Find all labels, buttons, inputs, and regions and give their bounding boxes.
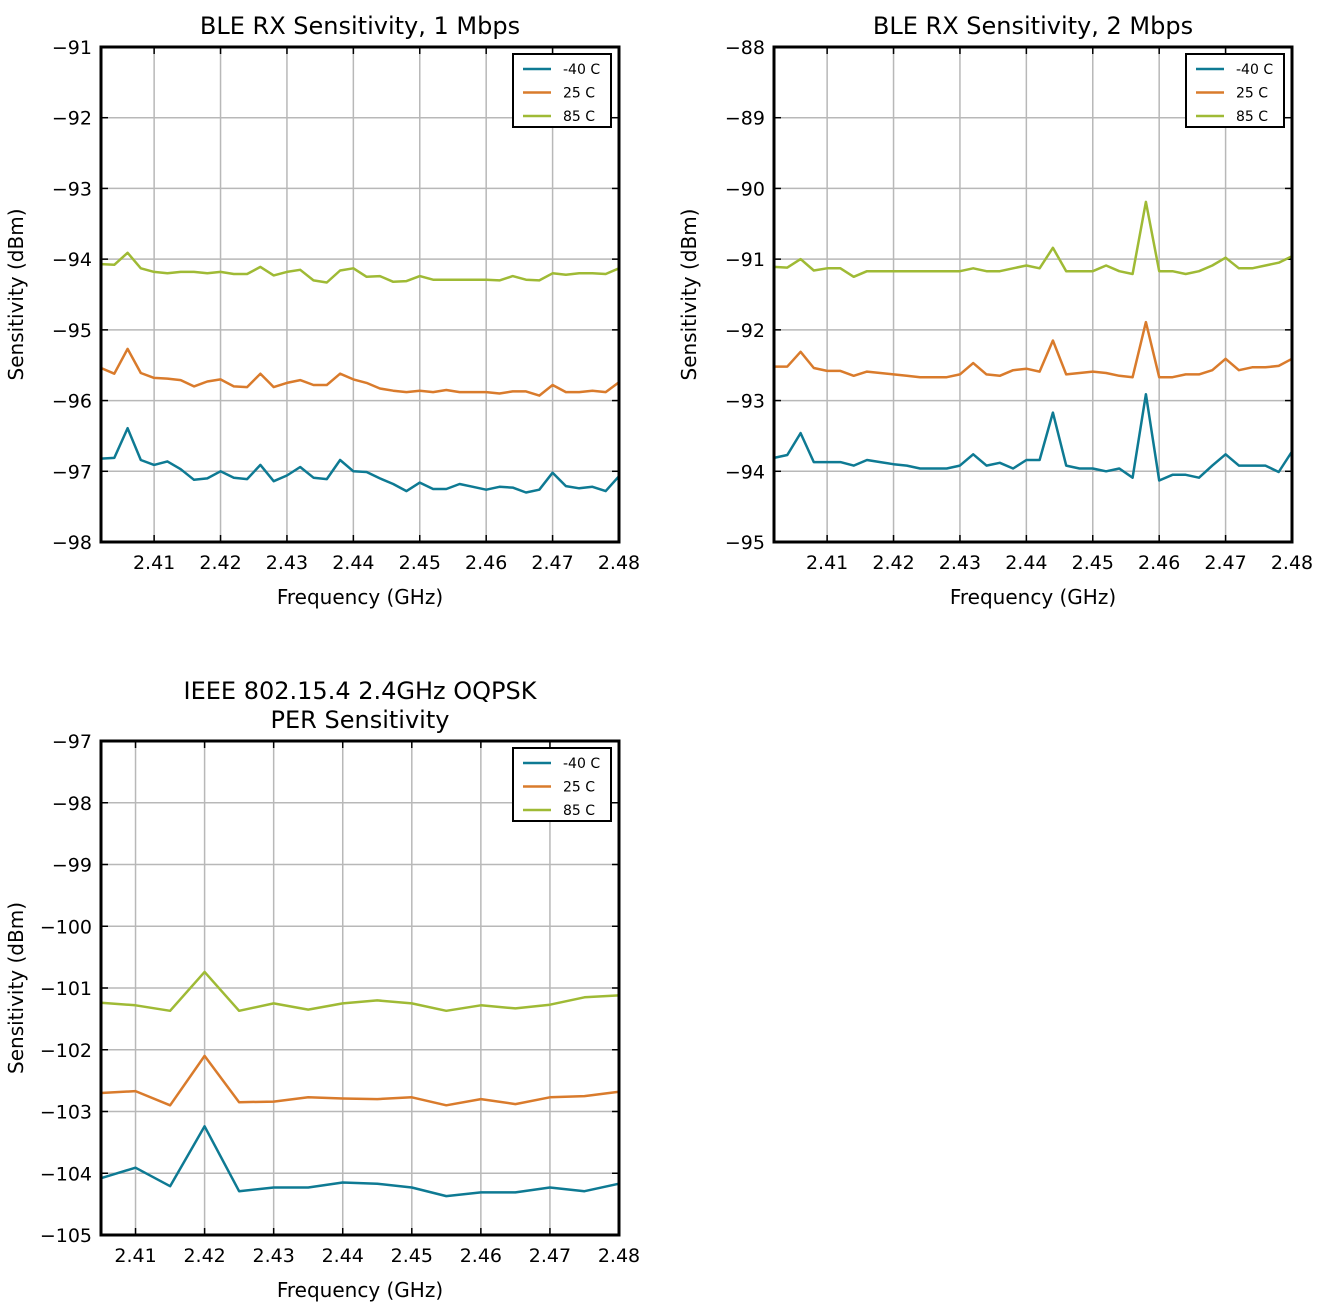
series-line-25C <box>774 320 1293 379</box>
y-tick-label: −88 <box>725 37 765 59</box>
y-tick-label: −98 <box>52 532 92 554</box>
legend: -40 C 25 C 85 C <box>512 747 612 822</box>
legend-label: 85 C <box>563 109 595 125</box>
x-tick-label: 2.45 <box>399 552 441 574</box>
series-line-minus40C <box>773 392 1294 482</box>
x-tick-label: 2.45 <box>1072 552 1114 574</box>
plot-frame <box>99 45 621 544</box>
series-line-85C <box>100 251 620 284</box>
chart-2: 2.41 2.42 2.43 2.44 2.45 2.46 2.47 2.48 −95 −94 −9… <box>677 12 1313 609</box>
x-tick-label: 2.46 <box>1138 552 1180 574</box>
y-tick-label: −93 <box>52 178 92 200</box>
y-tick-label: −97 <box>52 731 92 753</box>
y-tick-label: −103 <box>40 1102 92 1124</box>
x-tick-label: 2.41 <box>806 552 848 574</box>
x-axis-label: Frequency (GHz) <box>277 585 443 609</box>
x-tick-label: 2.48 <box>598 1245 640 1267</box>
y-tick-label: −91 <box>725 249 765 271</box>
y-tick-label: −98 <box>52 793 92 815</box>
chart-3: 2.41 2.42 2.43 2.44 2.45 2.46 2.47 2.48 −105 −104… <box>4 677 640 1302</box>
y-tick-label: −97 <box>52 461 92 483</box>
y-tick-label: −95 <box>725 532 765 554</box>
x-tick-label: 2.46 <box>460 1245 502 1267</box>
legend-label: 85 C <box>1236 109 1268 125</box>
x-tick-label: 2.48 <box>1271 552 1313 574</box>
y-tick-label: −93 <box>725 391 765 413</box>
plot-frame <box>772 45 1294 544</box>
y-axis-label: Sensitivity (dBm) <box>4 902 28 1074</box>
y-tick-label: −94 <box>725 461 765 483</box>
legend-label: 85 C <box>563 803 595 819</box>
y-tick-label: −100 <box>40 916 92 938</box>
x-tick-label: 2.41 <box>114 1245 156 1267</box>
y-tick-label: −89 <box>725 108 765 130</box>
series-line-minus40C <box>100 1125 620 1198</box>
x-tick-label: 2.42 <box>872 552 914 574</box>
series-line-85C <box>100 970 620 1013</box>
chart-title: BLE RX Sensitivity, 1 Mbps <box>200 12 520 40</box>
y-tick-label: −104 <box>40 1163 92 1185</box>
x-tick-label: 2.47 <box>529 1245 571 1267</box>
legend-label: 25 C <box>1236 86 1268 102</box>
x-tick-label: 2.42 <box>183 1245 225 1267</box>
y-tick-label: −96 <box>52 391 92 413</box>
y-tick-label: −102 <box>40 1040 92 1062</box>
legend-label: 25 C <box>563 86 595 102</box>
y-tick-label: −90 <box>725 178 765 200</box>
chart-title: BLE RX Sensitivity, 2 Mbps <box>873 12 1193 40</box>
chart-1: 2.41 2.42 2.43 2.44 2.45 2.46 2.47 2.48 −98 −97 −9… <box>4 12 640 609</box>
series-line-minus40C <box>100 426 620 494</box>
y-tick-label: −95 <box>52 320 92 342</box>
x-tick-label: 2.43 <box>253 1245 295 1267</box>
y-axis-label: Sensitivity (dBm) <box>4 209 28 381</box>
series-line-25C <box>100 347 620 397</box>
legend-box <box>512 747 612 822</box>
legend-label: -40 C <box>1236 62 1273 78</box>
x-tick-label: 2.44 <box>1005 552 1047 574</box>
legend: -40 C 25 C 85 C <box>1185 53 1285 128</box>
y-tick-label: −101 <box>40 978 92 1000</box>
legend-label: -40 C <box>563 756 600 772</box>
chart-title-line: PER Sensitivity <box>271 706 450 734</box>
x-tick-label: 2.48 <box>598 552 640 574</box>
x-tick-label: 2.44 <box>322 1245 364 1267</box>
plot-frame <box>99 739 621 1237</box>
x-tick-label: 2.42 <box>199 552 241 574</box>
legend-label: -40 C <box>563 62 600 78</box>
x-tick-label: 2.46 <box>465 552 507 574</box>
legend-box <box>1185 53 1285 128</box>
y-tick-label: −92 <box>725 320 765 342</box>
x-tick-label: 2.44 <box>332 552 374 574</box>
y-tick-label: −105 <box>40 1225 92 1247</box>
x-axis-label: Frequency (GHz) <box>950 585 1116 609</box>
legend-label: 25 C <box>563 780 595 796</box>
x-tick-label: 2.45 <box>391 1245 433 1267</box>
x-axis-label: Frequency (GHz) <box>277 1278 443 1302</box>
x-tick-label: 2.47 <box>531 552 573 574</box>
y-tick-label: −92 <box>52 108 92 130</box>
legend: -40 C 25 C 85 C <box>512 53 612 128</box>
series-line-25C <box>100 1054 620 1107</box>
chart-title-line: IEEE 802.15.4 2.4GHz OQPSK <box>184 677 538 705</box>
chart-title: IEEE 802.15.4 2.4GHz OQPSK PER Sensitivit… <box>184 677 538 734</box>
y-tick-label: −94 <box>52 249 92 271</box>
x-tick-label: 2.41 <box>133 552 175 574</box>
y-tick-label: −91 <box>52 37 92 59</box>
x-tick-label: 2.43 <box>939 552 981 574</box>
x-tick-label: 2.47 <box>1204 552 1246 574</box>
x-tick-label: 2.43 <box>266 552 308 574</box>
y-tick-label: −99 <box>52 855 92 877</box>
series-line-85C <box>773 200 1293 279</box>
y-axis-label: Sensitivity (dBm) <box>677 209 701 381</box>
